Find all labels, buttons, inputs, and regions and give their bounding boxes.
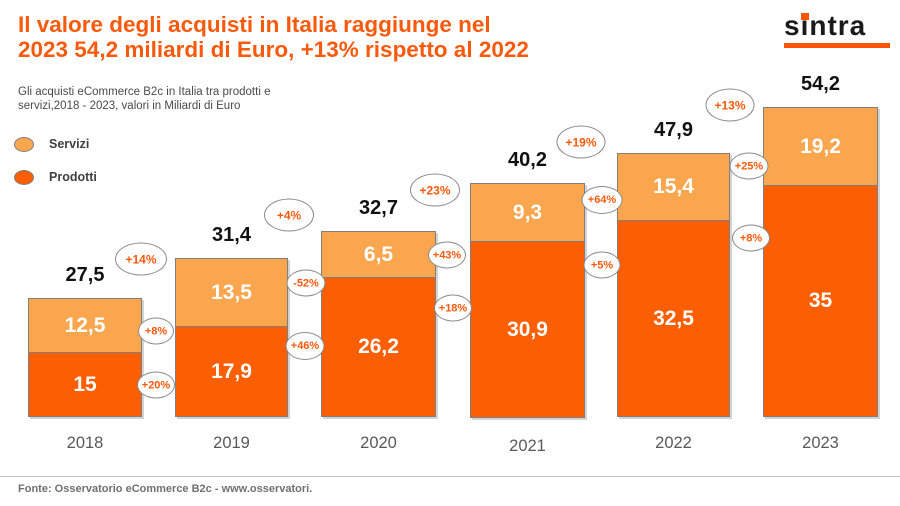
bar-2022: 15,4 32,5	[617, 153, 730, 417]
growth-bubble-prodotti-2018-2019: +20%	[137, 371, 175, 399]
title-line-2: 2023 54,2 miliardi di Euro, +13% rispett…	[18, 37, 529, 62]
title-line-1: Il valore degli acquisti in Italia raggi…	[18, 12, 491, 37]
bar-2021-prodotti-segment: 30,9	[470, 241, 585, 418]
total-label-2023: 54,2	[801, 73, 840, 95]
growth-bubble-total-2019-2020: +4%	[264, 198, 314, 232]
legend-label-servizi: Servizi	[49, 137, 90, 151]
subtitle-line-1: Gli acquisti eCommerce B2c in Italia tra…	[18, 86, 271, 98]
page-title: Il valore degli acquisti in Italia raggi…	[18, 12, 638, 62]
sintra-logo: sintra	[784, 12, 892, 48]
growth-bubble-servizi-2020-2021: +43%	[428, 241, 466, 269]
chart-subtitle: Gli acquisti eCommerce B2c in Italia tra…	[18, 85, 438, 113]
source-note: Fonte: Osservatorio eCommerce B2c - www.…	[18, 483, 313, 495]
bar-2021: 9,3 30,9	[470, 183, 585, 418]
total-label-2021: 40,2	[508, 149, 547, 171]
bar-2023-servizi-segment: 19,2	[763, 107, 878, 186]
bar-2023-prodotti-segment: 35	[763, 185, 878, 417]
growth-bubble-total-2022-2023: +13%	[705, 88, 755, 122]
sintra-logo-text: sintra	[784, 10, 867, 41]
bar-2019: 13,5 17,9	[175, 258, 288, 417]
total-label-2020: 32,7	[359, 197, 398, 219]
servizi-swatch-icon	[14, 136, 34, 152]
growth-bubble-total-2020-2021: +23%	[410, 173, 460, 207]
growth-bubble-prodotti-2022-2023: +8%	[732, 224, 770, 252]
year-label-2023: 2023	[802, 434, 839, 452]
prodotti-swatch-icon	[14, 169, 34, 185]
total-label-2019: 31,4	[212, 224, 251, 246]
growth-bubble-prodotti-2019-2020: +46%	[285, 332, 325, 360]
sintra-logo-underline	[784, 43, 890, 48]
growth-bubble-servizi-2019-2020: -52%	[286, 269, 326, 297]
bar-2018-prodotti-segment: 15	[28, 352, 142, 417]
footer-divider	[0, 476, 900, 477]
bar-2018: 12,5 15	[28, 298, 142, 417]
growth-bubble-total-2018-2019: +14%	[115, 242, 167, 276]
growth-bubble-servizi-2021-2022: +64%	[581, 186, 623, 214]
bar-2018-servizi-segment: 12,5	[28, 298, 142, 353]
bar-2020-prodotti-segment: 26,2	[321, 277, 436, 417]
year-label-2022: 2022	[655, 434, 692, 452]
legend: Servizi Prodotti	[14, 134, 97, 200]
growth-bubble-prodotti-2020-2021: +18%	[434, 294, 472, 322]
subtitle-line-2: servizi,2018 - 2023, valori in Miliardi …	[18, 100, 241, 112]
bar-2022-servizi-segment: 15,4	[617, 153, 730, 221]
growth-bubble-prodotti-2021-2022: +5%	[583, 251, 621, 279]
bar-2019-servizi-segment: 13,5	[175, 258, 288, 327]
legend-item-prodotti: Prodotti	[14, 167, 97, 187]
bar-2019-prodotti-segment: 17,9	[175, 326, 288, 417]
year-label-2019: 2019	[213, 434, 250, 452]
legend-item-servizi: Servizi	[14, 134, 97, 154]
year-label-2020: 2020	[360, 434, 397, 452]
year-label-2021: 2021	[509, 437, 546, 455]
bar-2023: 19,2 35	[763, 107, 878, 417]
bar-2020-servizi-segment: 6,5	[321, 231, 436, 278]
legend-label-prodotti: Prodotti	[49, 170, 97, 184]
growth-bubble-servizi-2022-2023: +25%	[729, 152, 769, 180]
bar-2020: 6,5 26,2	[321, 231, 436, 417]
growth-bubble-total-2021-2022: +19%	[556, 125, 606, 159]
year-label-2018: 2018	[66, 434, 104, 452]
sintra-logo-dot	[801, 13, 809, 20]
bar-2022-prodotti-segment: 32,5	[617, 220, 730, 417]
total-label-2018: 27,5	[65, 264, 105, 286]
bar-2021-servizi-segment: 9,3	[470, 183, 585, 242]
growth-bubble-servizi-2018-2019: +8%	[138, 317, 174, 345]
total-label-2022: 47,9	[654, 119, 693, 141]
